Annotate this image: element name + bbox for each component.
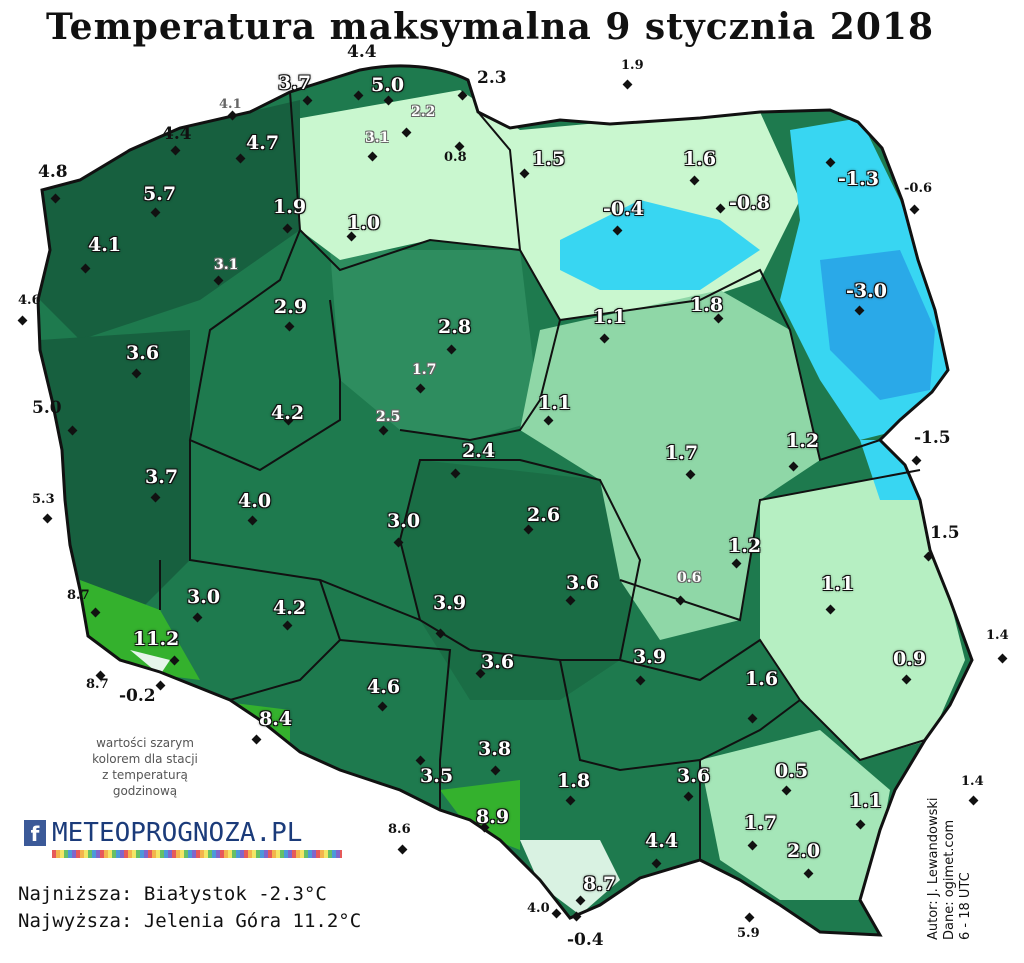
note-line: kolorem dla stacji <box>92 752 198 766</box>
station-temperature-label: 1.4 <box>961 774 984 789</box>
station-temperature-label: 3.7 <box>278 72 312 94</box>
station-temperature-label: -0.6 <box>904 181 933 196</box>
station-temperature-label: 2.3 <box>477 68 507 88</box>
station-temperature-label: 1.9 <box>621 58 644 73</box>
gray-values-note: wartości szarym kolorem dla stacji z tem… <box>80 735 210 799</box>
station-temperature-label: 4.6 <box>367 676 401 698</box>
station-temperature-label: 1.8 <box>557 770 591 792</box>
station-temperature-label: 3.6 <box>566 572 600 594</box>
station-temperature-label: -1.3 <box>838 168 879 190</box>
station-temperature-label: 5.7 <box>143 183 177 205</box>
note-line: wartości szarym <box>96 736 194 750</box>
station-temperature-label: 3.1 <box>214 257 239 273</box>
station-temperature-label: 1.1 <box>538 392 572 414</box>
station-temperature-label: 0.9 <box>893 648 927 670</box>
station-temperature-label: 1.1 <box>821 573 855 595</box>
station-temperature-label: 1.6 <box>745 668 779 690</box>
station-temperature-label: 1.6 <box>683 148 717 170</box>
station-temperature-label: 4.2 <box>273 597 307 619</box>
station-temperature-label: 3.7 <box>145 466 179 488</box>
station-temperature-label: 1.4 <box>986 628 1009 643</box>
facebook-icon[interactable]: f <box>24 820 46 846</box>
station-temperature-label: 2.0 <box>787 840 821 862</box>
station-temperature-label: 5.0 <box>371 74 405 96</box>
station-temperature-label: 4.4 <box>347 42 377 62</box>
station-temperature-label: 3.9 <box>433 592 467 614</box>
region-borders <box>159 91 926 860</box>
station-temperature-label: 3.0 <box>187 586 221 608</box>
station-temperature-label: 3.5 <box>420 765 454 787</box>
station-temperature-label: 4.0 <box>527 901 550 916</box>
author-line: Autor: J. Lewandowski <box>926 797 941 940</box>
station-temperature-label: 4.7 <box>246 132 280 154</box>
highest-temperature: Najwyższa: Jelenia Góra 11.2°C <box>18 910 362 932</box>
station-temperature-label: 8.7 <box>86 677 109 692</box>
logo-color-bar <box>52 850 342 858</box>
note-line: z temperaturą <box>102 768 188 782</box>
station-temperature-label: 1.0 <box>347 212 381 234</box>
note-line: godzinową <box>112 784 178 798</box>
station-temperature-label: 1.7 <box>665 442 699 464</box>
station-temperature-label: 4.8 <box>38 162 68 182</box>
station-temperature-label: -3.0 <box>846 280 887 302</box>
station-temperature-label: 2.8 <box>438 316 472 338</box>
station-temperature-label: 5.3 <box>32 492 55 507</box>
station-temperature-label: 1.7 <box>744 812 778 834</box>
station-temperature-label: 5.0 <box>32 398 62 418</box>
station-temperature-label: 8.4 <box>259 708 293 730</box>
station-temperature-label: 0.8 <box>444 150 467 165</box>
station-temperature-label: 1.5 <box>532 148 566 170</box>
station-temperature-label: 11.2 <box>133 628 180 650</box>
station-temperature-label: 2.6 <box>527 504 561 526</box>
station-temperature-label: 4.6 <box>18 293 41 308</box>
station-temperature-label: 3.1 <box>365 130 390 146</box>
station-temperature-label: 2.5 <box>376 409 401 425</box>
station-temperature-label: 0.6 <box>677 570 702 586</box>
station-temperature-label: 4.4 <box>645 830 679 852</box>
station-temperature-label: 2.9 <box>274 296 308 318</box>
station-temperature-label: 1.8 <box>690 294 724 316</box>
author-credits: Autor: J. Lewandowski Dane: ogimet.com 6… <box>926 780 974 940</box>
station-temperature-label: 2.4 <box>462 440 496 462</box>
station-temperature-label: -0.4 <box>567 930 604 950</box>
lowest-temperature: Najniższa: Białystok -2.3°C <box>18 883 327 905</box>
station-temperature-label: 0.5 <box>775 760 809 782</box>
station-temperature-label: 4.1 <box>219 97 242 112</box>
station-temperature-label: 3.8 <box>478 738 512 760</box>
station-temperature-label: 3.6 <box>126 342 160 364</box>
station-temperature-label: 8.7 <box>583 873 617 895</box>
station-temperature-label: -0.4 <box>603 198 644 220</box>
station-temperature-label: 4.0 <box>238 490 272 512</box>
logo-text: METEOPROGNOZA.PL <box>52 818 303 848</box>
station-temperature-label: 1.9 <box>273 196 307 218</box>
station-temperature-label: 1.2 <box>786 430 820 452</box>
station-temperature-label: 1.5 <box>930 523 960 543</box>
station-temperature-label: 1.7 <box>412 362 437 378</box>
station-temperature-label: 3.0 <box>387 510 421 532</box>
data-source-line: Dane: ogimet.com <box>942 819 957 940</box>
station-temperature-label: 4.2 <box>271 402 305 424</box>
station-temperature-label: 5.9 <box>737 926 760 941</box>
station-temperature-label: 8.7 <box>67 588 90 603</box>
station-temperature-label: 3.6 <box>481 651 515 673</box>
map-title: Temperatura maksymalna 9 stycznia 2018 <box>46 6 934 48</box>
station-temperature-label: 8.9 <box>476 806 510 828</box>
station-temperature-label: 1.2 <box>728 535 762 557</box>
station-temperature-label: 8.6 <box>388 822 411 837</box>
station-temperature-label: 1.1 <box>593 306 627 328</box>
station-temperature-label: 3.6 <box>677 765 711 787</box>
station-temperature-label: -0.8 <box>729 192 770 214</box>
station-temperature-label: -0.2 <box>119 686 156 706</box>
station-temperature-label: 2.2 <box>411 104 436 120</box>
time-range-line: 6 - 18 UTC <box>958 872 973 940</box>
station-temperature-label: 4.1 <box>88 234 122 256</box>
station-temperature-label: -1.5 <box>914 428 951 448</box>
station-temperature-label: 4.4 <box>162 124 192 144</box>
station-temperature-label: 3.9 <box>633 646 667 668</box>
station-temperature-label: 1.1 <box>849 790 883 812</box>
